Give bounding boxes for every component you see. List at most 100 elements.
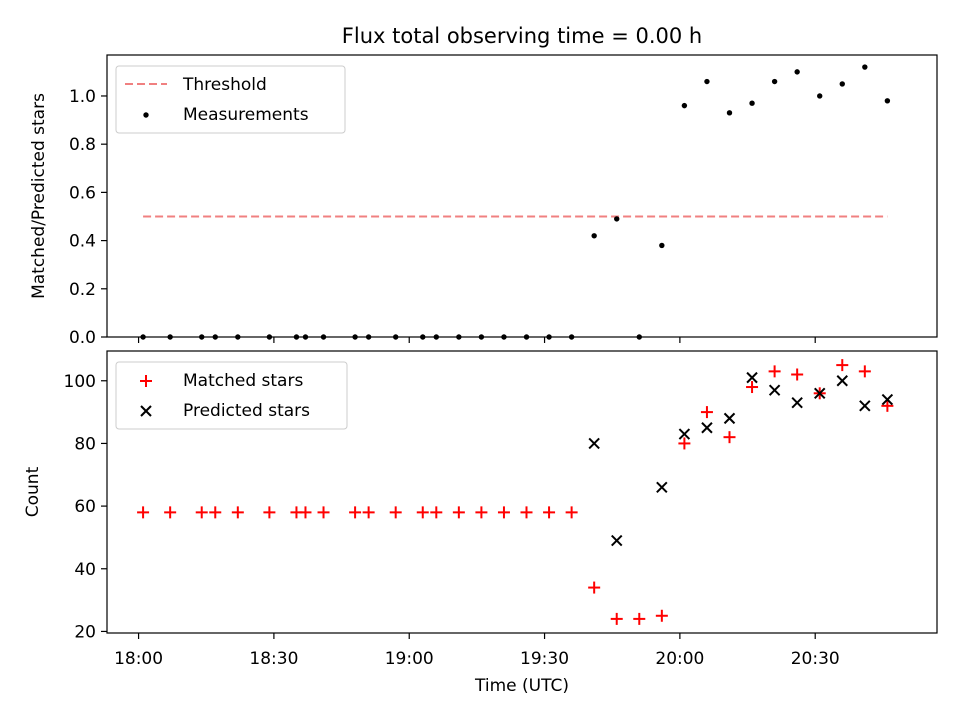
matched-star-point	[588, 581, 601, 594]
predicted-star-point	[836, 375, 848, 387]
predicted-star-point	[859, 400, 871, 412]
x-tick-label: 19:00	[385, 649, 434, 669]
matched-star-point	[723, 431, 736, 444]
matched-star-point	[164, 506, 177, 519]
x-tick-label: 18:00	[114, 649, 163, 669]
y-tick-label: 60	[74, 497, 96, 517]
matched-star-point	[610, 612, 623, 625]
y-tick-label: 0.2	[69, 280, 96, 300]
matched-star-point	[299, 506, 312, 519]
chart-title: Flux total observing time = 0.00 h	[342, 24, 702, 48]
predicted-star-point	[701, 422, 713, 434]
bottom-y-axis-label: Count	[23, 466, 43, 517]
y-tick-label: 0.4	[69, 232, 96, 252]
measurement-point	[704, 78, 710, 85]
matched-star-point	[452, 506, 465, 519]
matched-star-point	[565, 506, 578, 519]
matched-star-point	[475, 506, 488, 519]
matched-star-point	[520, 506, 533, 519]
bottom-legend: Matched stars Predicted stars	[115, 361, 348, 430]
bottom-data-marks	[137, 359, 894, 625]
measurement-point	[884, 98, 891, 104]
matched-legend-swatch	[140, 375, 152, 387]
y-tick-label: 80	[74, 434, 96, 454]
top-y-axis: 0.0 0.2 0.4 0.6 0.8 1.0	[69, 87, 107, 348]
x-tick-label: 20:00	[655, 649, 704, 669]
matched-star-point	[858, 365, 871, 378]
bottom-plot-frame	[106, 350, 938, 634]
matched-star-point	[430, 506, 443, 519]
y-tick-label: 0.6	[69, 183, 96, 203]
matched-star-point	[317, 506, 330, 519]
matched-star-point	[263, 506, 276, 519]
y-tick-label: 0.8	[69, 135, 96, 155]
matched-star-point	[746, 381, 759, 394]
predicted-star-point	[611, 534, 623, 547]
top-panel: 0.0 0.2 0.4 0.6 0.8 1.0 Matched/Predicted sta…	[29, 54, 938, 348]
y-tick-label: 1.0	[69, 87, 96, 107]
matched-star-point	[791, 368, 804, 381]
measurement-point	[862, 64, 868, 70]
measurement-point	[614, 216, 620, 222]
x-tick-label: 20:30	[791, 649, 840, 669]
predicted-star-point	[588, 437, 600, 450]
matched-star-point	[700, 406, 713, 419]
measurement-point	[681, 102, 688, 109]
measurement-point	[659, 242, 665, 249]
matched-star-point	[655, 609, 668, 622]
measurements-legend-swatch	[143, 112, 149, 118]
matched-star-point	[497, 506, 510, 519]
measurements-legend-label: Measurements	[183, 105, 309, 125]
predicted-star-point	[814, 387, 826, 400]
x-axis-label: Time (UTC)	[474, 676, 569, 696]
bottom-legend-box	[115, 361, 348, 430]
matched-star-point	[389, 506, 402, 519]
matched-star-point	[349, 506, 362, 519]
predicted-star-point	[768, 384, 781, 396]
matched-star-point	[137, 506, 150, 519]
y-tick-label: 100	[64, 372, 96, 392]
bottom-x-axis: 18:00 18:30 19:00 19:30 20:00 20:30	[114, 633, 840, 669]
measurement-point	[771, 78, 778, 85]
y-tick-label: 20	[74, 622, 96, 642]
matched-star-point	[416, 506, 429, 519]
matched-star-point	[543, 506, 556, 519]
matched-star-point	[881, 399, 894, 412]
x-tick-label: 18:30	[249, 649, 298, 669]
predicted-legend-swatch	[140, 405, 152, 417]
y-tick-label: 40	[74, 560, 96, 580]
predicted-star-point	[678, 428, 691, 440]
top-legend: Threshold Measurements	[115, 65, 346, 134]
matched-star-point	[231, 506, 244, 519]
x-tick-label: 19:30	[520, 649, 569, 669]
measurement-point	[726, 110, 733, 116]
y-tick-label: 0.0	[69, 328, 96, 348]
predicted-star-point	[881, 393, 894, 406]
predicted-legend-label: Predicted stars	[183, 401, 310, 421]
matched-star-point	[633, 612, 646, 625]
top-legend-box	[115, 65, 346, 134]
matched-star-point	[195, 506, 208, 519]
measurement-point	[591, 233, 597, 239]
predicted-star-point	[723, 412, 736, 425]
threshold-legend-label: Threshold	[182, 75, 267, 95]
bottom-panel: 20 40 60 80 100 18:00 18:30 19:00 19:30 20:00 20:…	[23, 350, 938, 696]
matched-star-point	[678, 437, 691, 450]
matched-legend-label: Matched stars	[183, 371, 303, 391]
predicted-star-point	[791, 396, 803, 409]
measurement-point	[749, 100, 755, 106]
measurement-point	[794, 69, 800, 75]
matched-star-point	[362, 506, 375, 519]
top-y-axis-label: Matched/Predicted stars	[29, 93, 49, 299]
top-x-axis	[137, 337, 816, 343]
matched-star-point	[209, 506, 222, 519]
bottom-y-axis: 20 40 60 80 100	[64, 372, 107, 642]
top-plot-frame	[106, 54, 938, 338]
measurement-point	[839, 81, 845, 87]
predicted-star-point	[656, 481, 668, 494]
matched-star-point	[768, 365, 781, 378]
predicted-star-point	[746, 371, 758, 384]
measurement-point	[817, 93, 823, 99]
matched-star-point	[836, 359, 849, 372]
